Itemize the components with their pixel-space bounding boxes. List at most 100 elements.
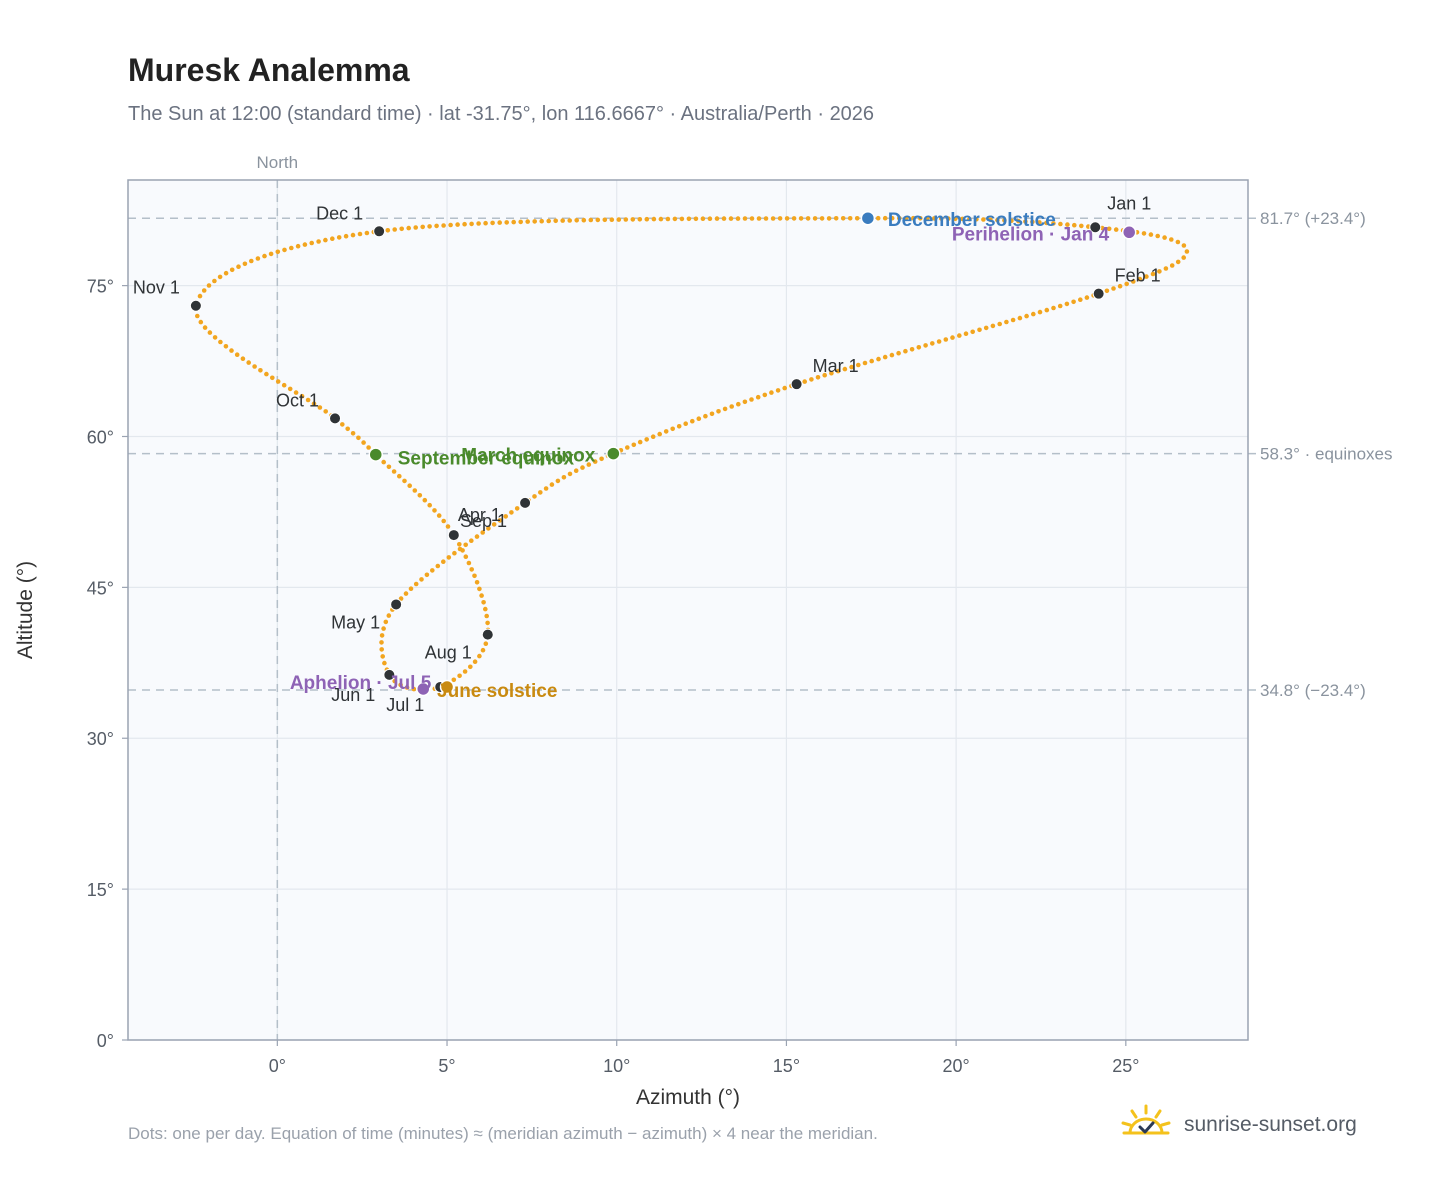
day-dot	[1155, 233, 1160, 239]
reference-line-label: 58.3° · equinoxes	[1260, 445, 1393, 464]
day-dot	[287, 386, 293, 392]
day-dot	[463, 554, 469, 559]
event-marker	[606, 446, 621, 461]
reference-line-label: 81.7° (+23.4°)	[1260, 209, 1366, 228]
day-dot	[345, 426, 351, 432]
day-dot	[631, 442, 637, 448]
day-dot	[223, 344, 229, 349]
day-dot	[997, 321, 1002, 327]
day-dot	[981, 217, 986, 222]
day-dot	[849, 364, 854, 370]
day-dot	[469, 221, 474, 227]
day-dot	[897, 215, 902, 221]
day-dot	[413, 225, 419, 230]
day-dot	[974, 217, 979, 222]
day-dot	[445, 524, 451, 529]
day-dot	[882, 215, 888, 221]
brand[interactable]: sunrise-sunset.org	[1120, 1100, 1357, 1150]
month-marker	[481, 628, 494, 641]
month-label: Sep 1	[460, 511, 507, 531]
day-dot	[847, 216, 853, 221]
day-dot	[1141, 231, 1147, 236]
day-dot	[755, 394, 761, 400]
day-dot	[402, 478, 407, 484]
day-dot	[983, 325, 989, 331]
day-dot	[950, 335, 955, 340]
day-dot	[963, 331, 969, 337]
day-dot	[457, 673, 462, 679]
day-dot	[420, 224, 426, 230]
day-dot	[925, 216, 930, 221]
day-dot	[379, 640, 384, 645]
day-dot	[258, 368, 263, 373]
day-dot	[875, 215, 881, 221]
day-dot	[412, 488, 418, 493]
day-dot	[1065, 222, 1070, 227]
y-tick-label: 0°	[97, 1031, 114, 1051]
y-tick-label: 60°	[87, 427, 114, 447]
month-marker	[329, 412, 342, 425]
month-marker	[373, 225, 386, 238]
day-dot	[856, 362, 861, 368]
day-dot	[728, 216, 734, 221]
day-dot	[270, 375, 275, 381]
day-dot	[1157, 269, 1162, 274]
day-dot	[477, 586, 482, 592]
day-dot	[749, 216, 755, 221]
day-dot	[466, 560, 472, 566]
event-marker	[439, 679, 455, 695]
day-dot	[202, 325, 208, 330]
day-dot	[679, 216, 685, 222]
day-dot	[441, 223, 446, 228]
day-dot	[268, 251, 274, 257]
day-dot	[742, 216, 748, 221]
day-dot	[392, 227, 398, 232]
day-dot	[462, 221, 467, 227]
month-marker	[519, 496, 532, 509]
x-tick-label: 0°	[269, 1056, 286, 1076]
day-dot	[350, 232, 356, 238]
day-dot	[802, 379, 807, 384]
day-dot	[967, 216, 972, 222]
day-dot	[742, 399, 748, 405]
day-dot	[625, 445, 630, 450]
day-dot	[480, 530, 486, 535]
day-dot	[434, 223, 439, 229]
day-dot	[549, 482, 555, 487]
day-dot	[826, 216, 832, 221]
day-dot	[212, 278, 217, 284]
day-dot	[916, 345, 922, 350]
day-dot	[469, 567, 475, 572]
day-dot	[403, 591, 409, 596]
day-dot	[939, 216, 944, 221]
day-dot	[497, 220, 503, 225]
day-dot	[463, 542, 469, 548]
day-dot	[424, 572, 430, 578]
day-dot	[1002, 218, 1007, 223]
event-label: Perihelion · Jan 4	[952, 224, 1110, 245]
day-dot	[469, 538, 474, 543]
day-dot	[485, 620, 490, 626]
event-label: Aphelion · Jul 5	[290, 673, 432, 694]
day-dot	[343, 233, 349, 239]
day-dot	[805, 216, 811, 221]
day-dot	[446, 555, 452, 560]
day-dot	[970, 329, 975, 335]
brand-name: sunrise-sunset.org	[1184, 1113, 1357, 1136]
day-dot	[240, 356, 246, 362]
day-dot	[1044, 220, 1049, 226]
day-dot	[462, 669, 468, 674]
day-dot	[736, 401, 741, 407]
day-dot	[404, 685, 410, 690]
day-dot	[555, 478, 561, 484]
event-label: December solstice	[888, 210, 1056, 231]
day-dot	[432, 508, 437, 513]
day-dot	[599, 456, 604, 462]
day-dot	[249, 258, 254, 264]
day-dot	[990, 323, 996, 329]
event-label: March equinox	[461, 446, 596, 467]
day-dot	[381, 626, 386, 631]
day-dot	[275, 249, 281, 255]
day-dot	[311, 401, 317, 407]
day-dot	[455, 222, 460, 227]
